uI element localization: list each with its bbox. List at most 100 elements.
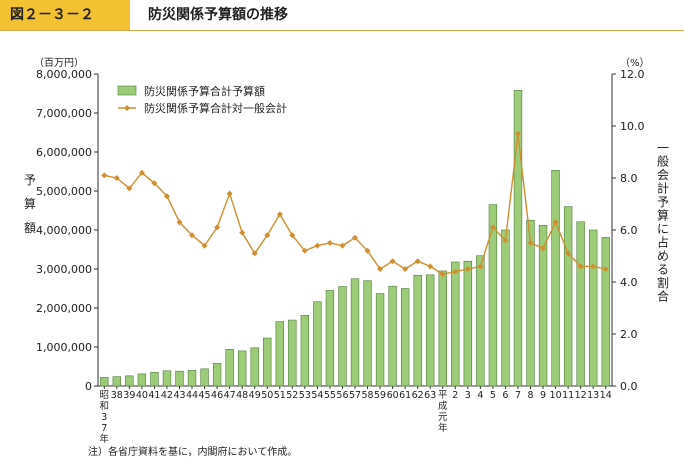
bar <box>150 372 159 387</box>
x-tick-label: 4 <box>477 390 483 401</box>
bar <box>263 337 272 387</box>
bar <box>162 370 172 387</box>
y2-axis-title-char: 算 <box>657 208 669 223</box>
y-tick-label: 4,000,000 <box>36 224 92 237</box>
y-axis-title-char: 算 <box>24 196 36 211</box>
y-tick-label: 8,000,000 <box>36 68 92 81</box>
y2-axis-title-char: 割 <box>657 275 669 290</box>
x-tick-label: 56 <box>336 390 348 401</box>
ratio-point <box>389 258 396 265</box>
ratio-point <box>502 237 509 244</box>
source-note: 注）各省庁資料を基に，内閣府において作成。 <box>88 447 298 458</box>
y-tick-label: 5,000,000 <box>36 185 92 198</box>
bar <box>225 349 234 387</box>
ratio-point <box>301 247 308 254</box>
x-tick-label: 52 <box>286 390 298 401</box>
bar <box>451 261 460 387</box>
x-tick-label: 62 <box>412 390 424 401</box>
y-tick-label: 3,000,000 <box>36 263 92 276</box>
y-axis-title-char: 予 <box>24 173 36 187</box>
ratio-point <box>113 175 120 181</box>
y2-axis-title-char: に <box>657 222 669 236</box>
ratio-point <box>427 263 434 270</box>
x-tick-label-char: 年 <box>100 433 110 445</box>
figure-header: 図２－３－２ 防災関係予算額の推移 <box>0 0 684 31</box>
ratio-point <box>364 247 371 254</box>
bar <box>187 370 197 387</box>
y-tick-label: 1,000,000 <box>36 341 92 354</box>
x-tick-label: 43 <box>173 390 185 401</box>
ratio-point <box>326 240 333 246</box>
x-tick-label-char: 7 <box>101 423 107 434</box>
y-tick-label: 2,000,000 <box>36 302 92 315</box>
ratio-point <box>602 266 609 272</box>
x-tick-label: 14 <box>600 390 612 401</box>
ratio-point <box>377 266 384 272</box>
x-tick-label: 53 <box>299 390 311 401</box>
x-tick-label: 6 <box>502 390 508 401</box>
legend-bar-label: 防災関係予算合計予算額 <box>144 84 265 98</box>
ratio-point <box>514 130 521 137</box>
y2-tick-label: 12.0 <box>620 68 645 81</box>
x-tick-label: 9 <box>540 390 546 401</box>
ratio-point <box>477 263 484 270</box>
x-tick-label: 11 <box>562 390 574 401</box>
ratio-point <box>138 169 145 176</box>
x-tick-label: 5 <box>490 390 496 401</box>
bar <box>576 221 585 387</box>
ratio-point <box>126 185 133 192</box>
bar <box>137 373 147 387</box>
ratio-point <box>176 219 183 226</box>
ratio-point <box>527 240 534 246</box>
y-axis-title-char: 額 <box>24 221 36 235</box>
bar <box>563 206 573 387</box>
ratio-point <box>163 193 170 200</box>
ratio-point <box>464 266 471 272</box>
ratio-point <box>239 229 246 236</box>
x-tick-label: 60 <box>387 390 399 401</box>
x-tick-label-char: 昭 <box>100 390 110 401</box>
y2-axis-title-char: 般 <box>657 154 669 169</box>
bar <box>413 274 422 387</box>
bar <box>212 363 222 387</box>
ratio-point <box>276 211 283 218</box>
ratio-point <box>414 258 421 265</box>
ratio-point <box>565 250 572 257</box>
x-tick-label: 58 <box>361 390 373 401</box>
x-tick-label-char: 3 <box>101 412 107 423</box>
bar <box>350 278 360 387</box>
bar <box>250 347 259 387</box>
x-tick-label: 8 <box>527 390 533 401</box>
ratio-point <box>289 232 296 239</box>
x-tick-label: 50 <box>261 390 273 401</box>
bar <box>513 90 523 387</box>
bar <box>237 350 247 387</box>
bar <box>375 293 385 387</box>
bar <box>551 170 560 387</box>
x-tick-label: 7 <box>515 390 521 401</box>
x-tick-label: 39 <box>123 390 135 401</box>
ratio-point <box>251 250 258 257</box>
y2-tick-label: 8.0 <box>620 172 638 185</box>
bar <box>363 280 372 387</box>
bar <box>338 286 347 387</box>
y2-axis-title-char: 計 <box>657 181 669 196</box>
ratio-point <box>402 266 409 272</box>
bar <box>313 301 322 387</box>
ratio-point <box>264 232 271 239</box>
ratio-point <box>452 268 459 275</box>
x-tick-label: 63 <box>424 390 436 401</box>
y-tick-label: 6,000,000 <box>36 146 92 159</box>
legend-line-label: 防災関係予算合計対一般会計 <box>144 101 287 115</box>
y2-tick-label: 2.0 <box>620 328 638 341</box>
bar <box>400 288 410 387</box>
bar <box>125 375 134 387</box>
bar <box>501 229 510 387</box>
x-tick-label: 12 <box>575 390 587 401</box>
x-tick-label: 38 <box>111 390 123 401</box>
ratio-point <box>201 242 208 249</box>
ratio-point <box>101 172 108 179</box>
ratio-point <box>189 232 196 239</box>
ratio-point <box>577 263 584 270</box>
y2-axis-title-char: る <box>657 263 669 277</box>
